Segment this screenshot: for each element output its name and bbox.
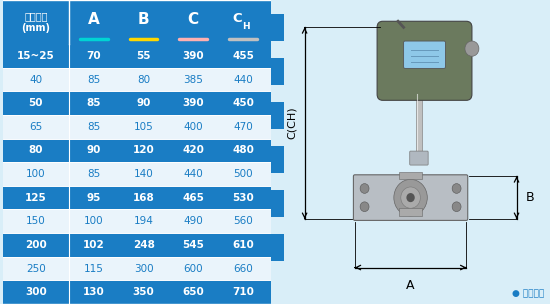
Text: 85: 85: [86, 98, 101, 108]
Text: 150: 150: [26, 216, 46, 226]
Bar: [3, 44, 271, 68]
Text: 40: 40: [29, 74, 42, 85]
Bar: [416, 94, 422, 163]
Text: C: C: [232, 12, 241, 26]
Bar: [271, 102, 284, 129]
Bar: [271, 58, 284, 85]
Text: 440: 440: [183, 169, 203, 179]
FancyBboxPatch shape: [377, 21, 472, 100]
Bar: [3, 91, 271, 115]
Bar: [3, 233, 271, 257]
Text: 125: 125: [25, 193, 47, 203]
Text: 440: 440: [233, 74, 253, 85]
Text: 450: 450: [232, 98, 254, 108]
Bar: [3, 139, 271, 162]
Text: 105: 105: [134, 122, 153, 132]
Text: 80: 80: [137, 74, 150, 85]
Bar: [271, 234, 284, 261]
Text: ● 常规仪表: ● 常规仪表: [512, 289, 544, 298]
Text: 480: 480: [232, 145, 254, 155]
Text: 85: 85: [87, 169, 101, 179]
Circle shape: [465, 41, 479, 56]
Text: 100: 100: [84, 216, 104, 226]
Bar: [399, 172, 422, 179]
Circle shape: [452, 184, 461, 193]
Text: 465: 465: [183, 193, 204, 203]
Text: 710: 710: [232, 287, 254, 297]
FancyBboxPatch shape: [410, 151, 428, 165]
Circle shape: [406, 193, 415, 202]
Bar: [399, 208, 422, 216]
Circle shape: [401, 187, 420, 208]
Text: 50: 50: [29, 98, 43, 108]
Text: 85: 85: [87, 122, 101, 132]
Text: 560: 560: [233, 216, 253, 226]
Text: 194: 194: [134, 216, 153, 226]
Bar: [271, 14, 284, 41]
Bar: [3, 280, 271, 304]
Bar: [3, 257, 271, 280]
Text: 300: 300: [25, 287, 47, 297]
Bar: [3, 68, 271, 91]
Text: 80: 80: [29, 145, 43, 155]
Text: 200: 200: [25, 240, 47, 250]
Text: 545: 545: [183, 240, 204, 250]
Text: 115: 115: [84, 264, 104, 274]
Circle shape: [452, 202, 461, 212]
Text: 385: 385: [183, 74, 203, 85]
Text: 390: 390: [183, 51, 204, 61]
Text: 55: 55: [136, 51, 151, 61]
Bar: [3, 186, 271, 209]
Text: 400: 400: [184, 122, 203, 132]
Text: 168: 168: [133, 193, 155, 203]
Text: 100: 100: [26, 169, 46, 179]
Circle shape: [360, 202, 369, 212]
Text: B: B: [526, 191, 535, 204]
Text: 420: 420: [183, 145, 204, 155]
Text: 15~25: 15~25: [17, 51, 55, 61]
Text: 65: 65: [29, 122, 42, 132]
Text: 90: 90: [136, 98, 151, 108]
Text: 660: 660: [233, 264, 253, 274]
Text: A: A: [88, 12, 100, 26]
Text: 102: 102: [83, 240, 104, 250]
Text: 500: 500: [233, 169, 253, 179]
Text: H: H: [243, 22, 250, 31]
Text: 120: 120: [133, 145, 155, 155]
Text: 仪表口径
(mm): 仪表口径 (mm): [21, 11, 51, 33]
Bar: [3, 162, 271, 186]
Text: 250: 250: [26, 264, 46, 274]
Text: B: B: [138, 12, 150, 26]
Bar: [3, 209, 271, 233]
Text: 85: 85: [87, 74, 101, 85]
FancyBboxPatch shape: [404, 41, 446, 68]
Bar: [3, 0, 271, 44]
Text: 455: 455: [232, 51, 254, 61]
Text: 650: 650: [183, 287, 204, 297]
Text: 95: 95: [87, 193, 101, 203]
Text: 70: 70: [86, 51, 101, 61]
Text: 90: 90: [87, 145, 101, 155]
Text: 300: 300: [134, 264, 153, 274]
Text: 470: 470: [233, 122, 253, 132]
Text: 490: 490: [183, 216, 203, 226]
FancyBboxPatch shape: [354, 175, 468, 220]
Circle shape: [360, 184, 369, 193]
Bar: [271, 146, 284, 173]
Text: C: C: [188, 12, 199, 26]
Circle shape: [394, 179, 427, 216]
Text: 610: 610: [232, 240, 254, 250]
Text: C(CH): C(CH): [287, 107, 297, 140]
Bar: [271, 190, 284, 217]
Text: 530: 530: [232, 193, 254, 203]
Text: 130: 130: [83, 287, 104, 297]
Text: 390: 390: [183, 98, 204, 108]
Text: A: A: [406, 279, 415, 292]
Text: 248: 248: [133, 240, 155, 250]
Bar: [3, 115, 271, 139]
Text: 600: 600: [184, 264, 203, 274]
Text: 350: 350: [133, 287, 155, 297]
Text: 140: 140: [134, 169, 153, 179]
